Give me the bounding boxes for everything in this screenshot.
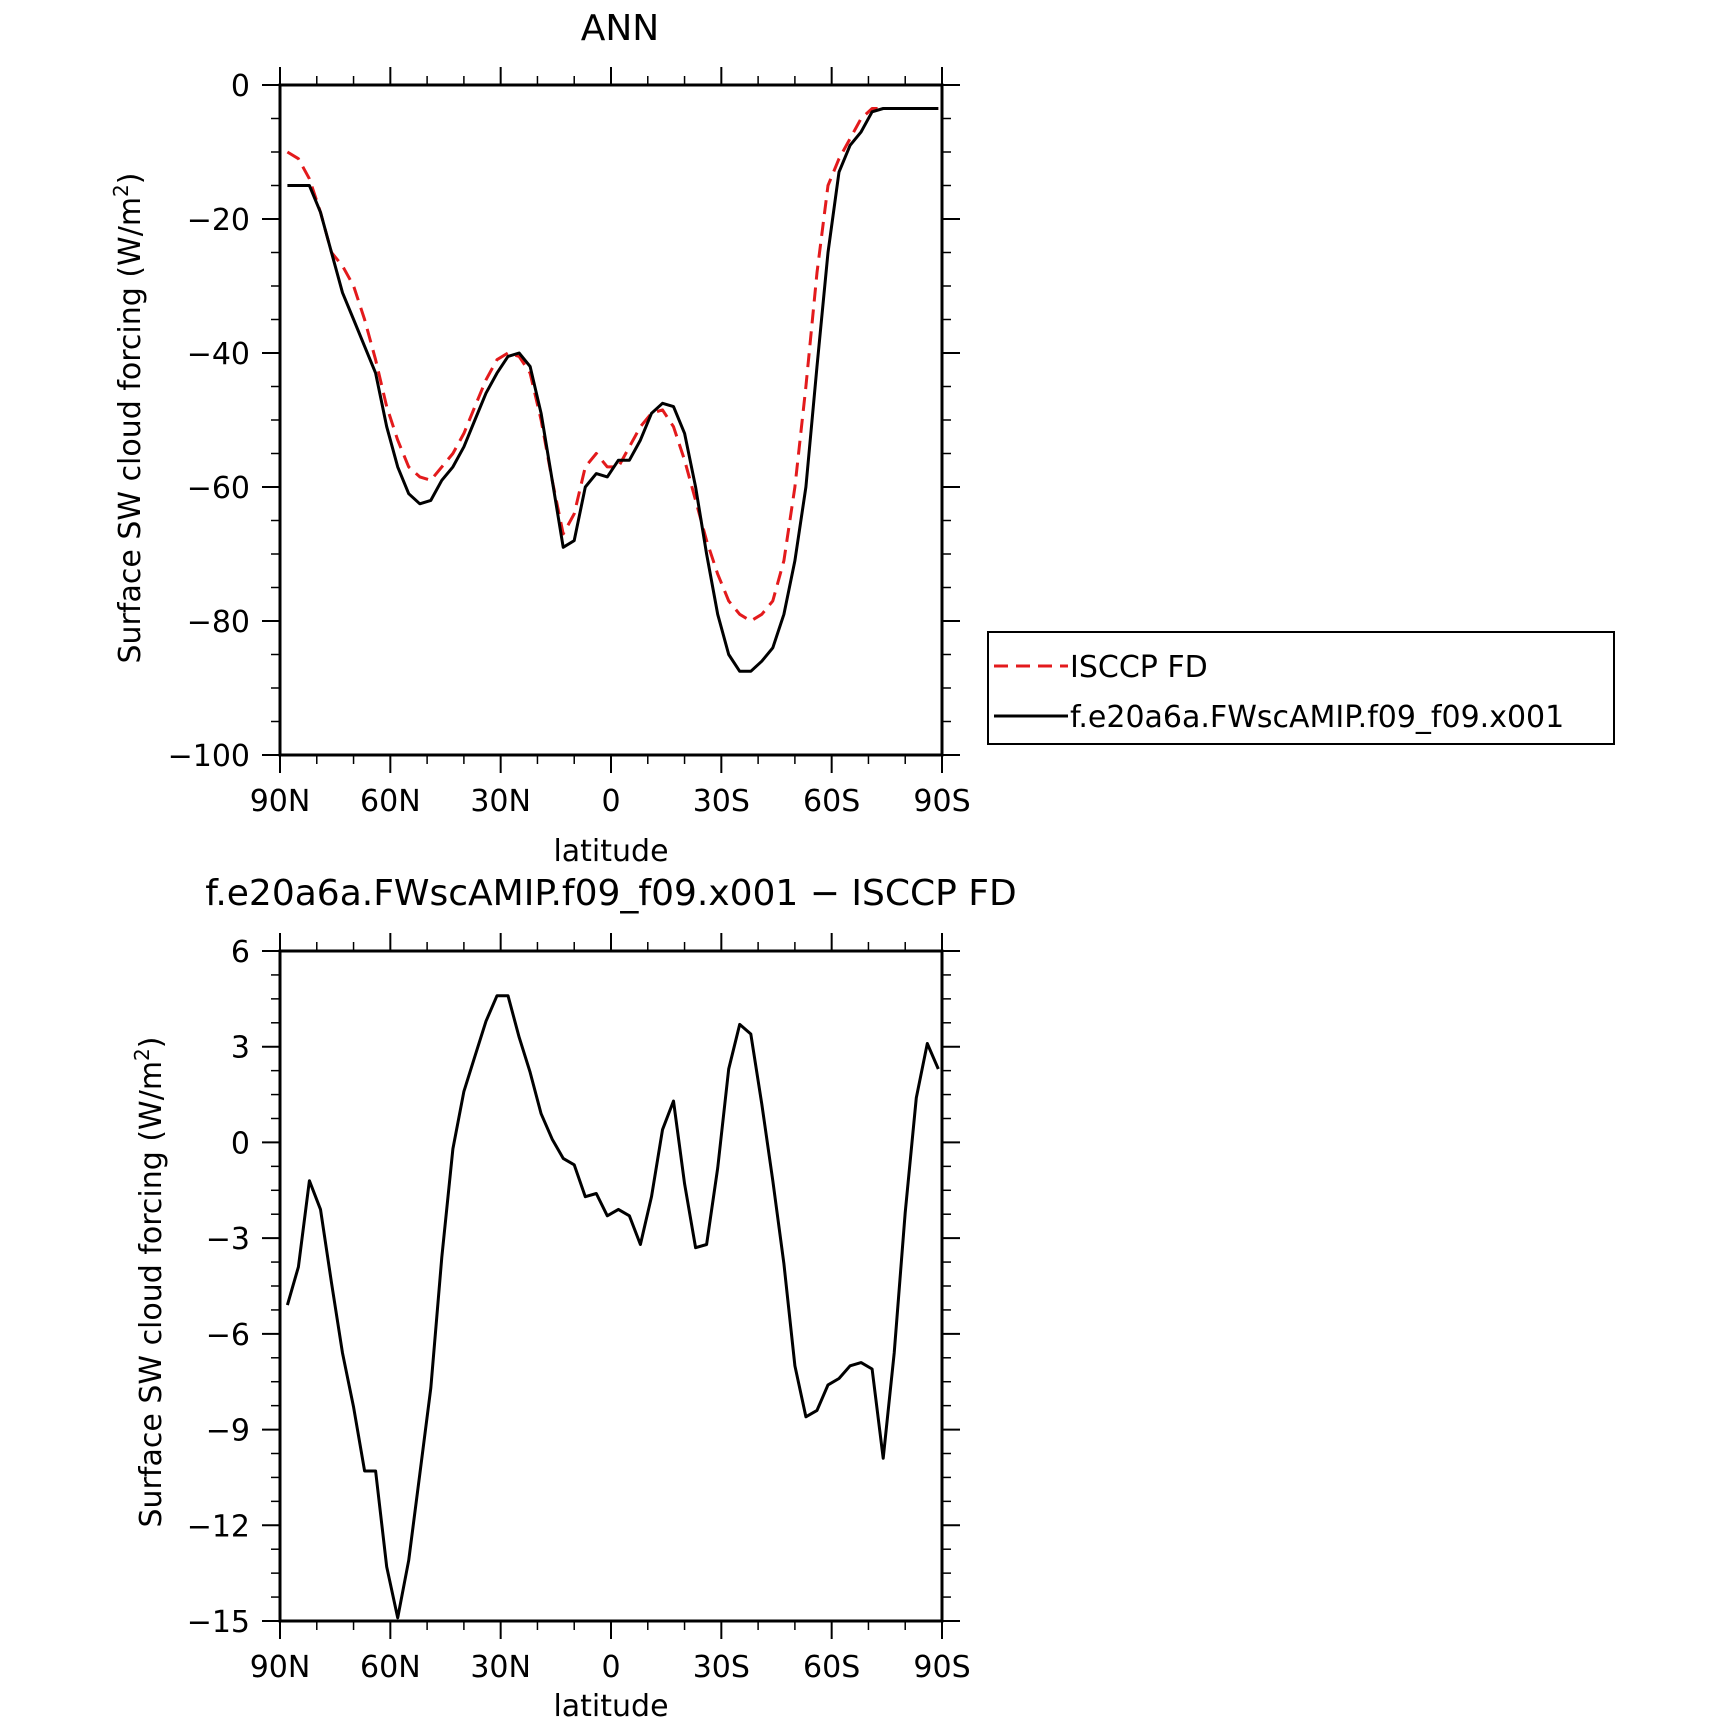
x-tick-label: 60N	[360, 784, 421, 819]
top-panel-y-ticks: 0 −20 −40 −60 −80 −100	[168, 69, 960, 774]
x-tick-label: 30S	[693, 784, 750, 819]
y-tick-label: −60	[187, 471, 250, 506]
top-panel: ANN Surface SW cloud forcing (W/m2) lati…	[109, 8, 1615, 869]
y-tick-label: −80	[187, 605, 250, 640]
x-tick-label: 30N	[470, 1650, 531, 1685]
y-tick-label: 3	[231, 1031, 250, 1066]
svg-text:Surface SW cloud forcing (W/m2: Surface SW cloud forcing (W/m2)	[130, 1036, 169, 1527]
bottom-panel-plot-frame	[278, 949, 944, 1623]
bottom-panel-y-ticks: 6 3 0 −3 −6 −9 −12 −15	[187, 935, 960, 1640]
x-tick-label: 60S	[803, 784, 860, 819]
x-tick-label: 90N	[250, 1650, 311, 1685]
y-tick-label: 6	[231, 935, 250, 970]
x-tick-label: 60S	[803, 1650, 860, 1685]
x-tick-label: 90S	[913, 1650, 970, 1685]
y-tick-label: 0	[231, 69, 250, 104]
bottom-panel-x-axis-label: latitude	[553, 1689, 668, 1723]
x-tick-label: 60N	[360, 1650, 421, 1685]
top-panel-plot-frame	[278, 83, 944, 757]
x-tick-label: 30S	[693, 1650, 750, 1685]
legend-label-obs: ISCCP FD	[1070, 650, 1208, 685]
y-tick-label: −20	[187, 203, 250, 238]
legend-box	[987, 631, 1615, 745]
y-tick-label: −9	[206, 1414, 250, 1449]
legend: ISCCP FD f.e20a6a.FWscAMIP.f09_f09.x001	[987, 631, 1615, 745]
series-line-0	[286, 107, 939, 623]
top-panel-x-ticks: 90N 60N 30N 0 30S 60S 90S	[250, 67, 971, 819]
svg-text:Surface SW cloud forcing (W/m2: Surface SW cloud forcing (W/m2)	[109, 172, 148, 663]
bottom-panel-x-ticks: 90N 60N 30N 0 30S 60S 90S	[250, 933, 971, 1685]
y-tick-label: 0	[231, 1126, 250, 1161]
y-tick-label: −15	[187, 1605, 250, 1640]
bottom-panel-y-axis-label: Surface SW cloud forcing (W/m2)	[130, 1036, 169, 1527]
bottom-panel: f.e20a6a.FWscAMIP.f09_f09.x001 − ISCCP F…	[130, 873, 1017, 1723]
top-panel-x-axis-label: latitude	[553, 834, 668, 869]
x-tick-label: 0	[601, 1650, 620, 1685]
series-line-1	[287, 107, 939, 673]
bottom-panel-lines	[285, 994, 940, 1620]
legend-label-model: f.e20a6a.FWscAMIP.f09_f09.x001	[1070, 700, 1564, 735]
y-tick-label: −40	[187, 337, 250, 372]
top-panel-lines	[286, 107, 939, 673]
x-tick-label: 90N	[250, 784, 311, 819]
y-tick-label: −100	[168, 739, 250, 774]
bottom-panel-title: f.e20a6a.FWscAMIP.f09_f09.x001 − ISCCP F…	[205, 873, 1016, 914]
x-tick-label: 90S	[913, 784, 970, 819]
top-panel-title: ANN	[581, 8, 660, 49]
series-line-0	[285, 994, 940, 1620]
x-tick-label: 0	[601, 784, 620, 819]
x-tick-label: 30N	[470, 784, 531, 819]
top-panel-y-axis-label: Surface SW cloud forcing (W/m2)	[109, 172, 148, 663]
y-tick-label: −6	[206, 1318, 250, 1353]
y-tick-label: −12	[187, 1509, 250, 1544]
y-tick-label: −3	[206, 1222, 250, 1257]
